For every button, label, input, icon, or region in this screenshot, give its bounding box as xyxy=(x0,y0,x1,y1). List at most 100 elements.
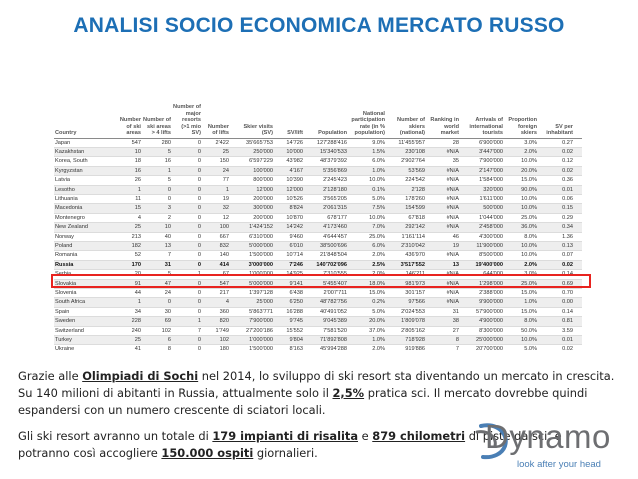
table-header-cell: SV per inhabitant xyxy=(538,80,574,139)
table-row: Latvia 26 5 0 77 800'000 10'390 2'245'423 10.0% 2… xyxy=(54,175,582,186)
table-cell: 820 xyxy=(202,316,230,327)
table-cell: 230'108 xyxy=(386,147,426,158)
table-cell: 280 xyxy=(142,138,172,148)
table-cell: 2'310'042 xyxy=(386,241,426,252)
table-cell: 0 xyxy=(172,156,202,167)
table-cell: 10.0% xyxy=(348,213,386,224)
table-cell: 47 xyxy=(142,279,172,290)
table-cell: #N/A xyxy=(426,147,460,158)
table-cell-country: New Zealand xyxy=(54,222,114,233)
table-cell: 0 xyxy=(142,185,172,195)
table-cell: 228 xyxy=(114,316,142,327)
p2-lifts-emphasis: 179 impianti di risalita xyxy=(212,429,359,443)
table-cell: 8.0% xyxy=(504,316,538,327)
table-cell: 2'061'315 xyxy=(304,203,348,214)
table-cell: 0.12 xyxy=(538,156,574,167)
table-header-cell: Number of skiers (national) xyxy=(386,80,426,139)
p1-text-e: pratica sci. Il mercato dovrebbe quindi … xyxy=(18,386,588,417)
table-cell: 2'024'553 xyxy=(386,307,426,318)
table-cell: 1.0% xyxy=(348,166,386,177)
table-cell: 0.06 xyxy=(574,203,582,214)
table-cell: 0.00 xyxy=(574,335,582,346)
table-cell: 0.00 xyxy=(574,260,582,271)
table-cell: 25.0% xyxy=(504,279,538,290)
table-cell-country: Switzerland xyxy=(54,326,114,337)
table-cell: 0.2% xyxy=(348,297,386,308)
logo-wordmark: Dynamo xyxy=(485,418,611,455)
table-cell: 48'379'392 xyxy=(304,156,348,167)
table-cell: 5'000'000 xyxy=(230,279,274,290)
table-cell: 12'000 xyxy=(274,185,304,195)
table-cell: 0.13 xyxy=(574,316,582,327)
table-cell: 3'517'552 xyxy=(386,260,426,271)
table-cell: 25'000'000 xyxy=(460,335,504,346)
table-cell: 1 xyxy=(172,316,202,327)
table-cell: 5.0% xyxy=(504,344,538,350)
table-cell: 35 xyxy=(426,156,460,167)
p1-percent-emphasis: 2,5% xyxy=(332,386,365,400)
table-cell: 97'566 xyxy=(386,297,426,308)
table-cell: 0 xyxy=(172,138,202,148)
table-row: Japan 547 280 0 2'422 35'665'753 14'726 127'288… xyxy=(54,138,582,148)
table-row: South Africa 1 0 0 4 25'000 6'250 48'782'756 0.2… xyxy=(54,297,582,308)
table-cell: #N/A xyxy=(426,185,460,195)
table-cell: 644'000 xyxy=(460,269,504,280)
table-header-cell: SV per foreign visitor xyxy=(574,80,582,139)
table-cell: 0.01 xyxy=(574,307,582,318)
table-cell: 2'422 xyxy=(202,138,230,148)
table-cell: 6'310'000 xyxy=(230,232,274,242)
table-cell: 0 xyxy=(172,241,202,252)
table-cell: 292'142 xyxy=(386,222,426,233)
table-row: Kyrgyzstan 16 1 0 24 100'000 4'167 5'356'869 1.0… xyxy=(54,166,582,177)
table-cell: 41 xyxy=(114,344,142,350)
table-cell: 8'824 xyxy=(274,203,304,214)
table-cell: 3'565'205 xyxy=(304,194,348,205)
table-cell: 1'161'114 xyxy=(386,232,426,242)
table-cell: 6'250 xyxy=(274,297,304,308)
table-cell: 1 xyxy=(202,185,230,195)
table-cell: 45'994'288 xyxy=(304,344,348,350)
table-cell: 10.0% xyxy=(504,241,538,252)
table-cell-country: Spain xyxy=(54,307,114,318)
table-cell: #N/A xyxy=(426,279,460,290)
table-cell: 0.21 xyxy=(574,222,582,233)
table-cell: 800'000 xyxy=(230,175,274,186)
table-cell: 2'805'162 xyxy=(386,326,426,337)
table-cell: 154'599 xyxy=(386,203,426,214)
table-cell: 2'388'000 xyxy=(460,288,504,299)
table-cell-country: Ukraine xyxy=(54,344,114,350)
table-header-cell: Population xyxy=(304,80,348,139)
table-cell: 40 xyxy=(142,232,172,242)
table-cell: 0.12 xyxy=(574,232,582,242)
table-cell: 200'000 xyxy=(230,213,274,224)
table-cell: 0 xyxy=(172,288,202,299)
table-cell-country: Montenegro xyxy=(54,213,114,224)
table-cell: 667 xyxy=(202,232,230,242)
table-cell: 1'424'152 xyxy=(230,222,274,233)
table-cell: 678'177 xyxy=(304,213,348,224)
table-cell: 28 xyxy=(426,138,460,148)
table-cell: 18.0% xyxy=(348,279,386,290)
table-cell: 0.01 xyxy=(538,335,574,346)
table-cell: #N/A xyxy=(426,269,460,280)
table-cell: 40'491'052 xyxy=(304,307,348,318)
table-header-row: Country Number of ski areas Number of ski … xyxy=(54,80,582,139)
table-cell: 0 xyxy=(172,297,202,308)
table-cell: 10'714 xyxy=(274,250,304,261)
table-cell: 19 xyxy=(202,194,230,205)
table-row: Switzerland 240 102 7 1'749 27'200'186 15'552 7… xyxy=(54,326,582,337)
table-header-cell: Proportion foreign skiers xyxy=(504,80,538,139)
ski-market-table-wrapper: Country Number of ski areas Number of ski … xyxy=(54,80,582,350)
table-cell: 0.00 xyxy=(538,297,574,308)
table-cell: 9'460 xyxy=(274,232,304,242)
table-cell: 0.15 xyxy=(538,203,574,214)
table-cell: 35'665'753 xyxy=(230,138,274,148)
table-cell-country: Japan xyxy=(54,138,114,148)
table-cell: 2'128 xyxy=(386,185,426,195)
table-cell: 360 xyxy=(202,307,230,318)
table-cell: 2'245'423 xyxy=(304,175,348,186)
table-cell: 140'702'096 xyxy=(304,260,348,271)
table-cell: 12 xyxy=(202,213,230,224)
table-cell: 11 xyxy=(114,194,142,205)
table-cell: 2.0% xyxy=(348,344,386,350)
